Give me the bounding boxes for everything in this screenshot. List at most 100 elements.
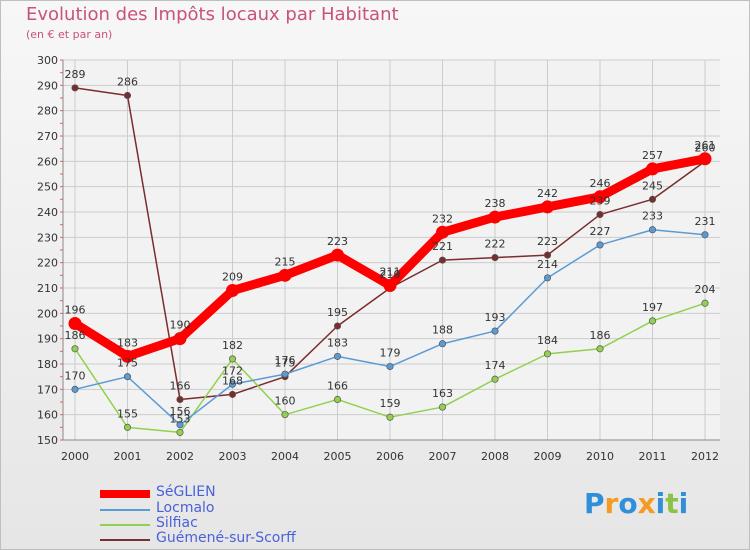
data-point-silfiac <box>281 411 289 419</box>
data-point-guemene <box>123 91 132 100</box>
data-label-silfiac: 163 <box>432 387 453 400</box>
x-tick-label: 2000 <box>61 450 89 463</box>
data-point-locmalo <box>438 340 447 348</box>
data-label-guemene: 239 <box>590 195 611 208</box>
data-label-guemene: 221 <box>432 240 453 253</box>
data-label-locmalo: 176 <box>275 354 296 367</box>
data-label-locmalo: 214 <box>537 258 558 271</box>
logo-letter: x <box>637 487 656 520</box>
proxiti-logo: Proxiti <box>584 487 688 520</box>
data-point-guemene <box>543 251 552 259</box>
data-point-silfiac <box>438 403 447 411</box>
data-label-seglien: 238 <box>485 197 506 210</box>
data-point-silfiac <box>386 413 394 421</box>
y-tick-label: 190 <box>37 333 58 346</box>
data-label-seglien: 183 <box>117 336 138 349</box>
data-label-silfiac: 204 <box>695 283 716 296</box>
data-label-guemene: 166 <box>170 379 191 392</box>
data-point-silfiac <box>648 317 657 325</box>
data-point-seglien <box>121 349 134 363</box>
y-tick-label: 200 <box>37 307 58 320</box>
data-label-locmalo: 172 <box>222 364 243 377</box>
data-label-guemene: 286 <box>117 75 138 88</box>
data-label-silfiac: 186 <box>590 329 611 342</box>
data-label-seglien: 246 <box>590 177 611 190</box>
legend-swatch-guemene <box>100 539 150 541</box>
data-point-locmalo <box>71 385 79 393</box>
data-point-seglien <box>488 210 502 224</box>
data-label-seglien: 190 <box>170 319 191 332</box>
data-label-silfiac: 186 <box>65 329 86 342</box>
data-label-silfiac: 153 <box>170 412 191 425</box>
data-point-locmalo <box>123 373 132 381</box>
data-label-seglien: 209 <box>222 271 243 284</box>
data-point-guemene <box>438 256 447 264</box>
data-point-seglien <box>226 284 239 298</box>
data-point-guemene <box>648 195 657 203</box>
legend-swatch-locmalo <box>100 509 150 511</box>
data-label-silfiac: 155 <box>117 407 138 420</box>
data-point-locmalo <box>701 231 709 239</box>
data-point-seglien <box>593 190 607 204</box>
data-point-locmalo <box>543 274 552 282</box>
data-label-seglien: 223 <box>327 235 348 248</box>
data-label-seglien: 257 <box>642 149 663 162</box>
data-label-guemene: 175 <box>275 357 296 370</box>
data-point-locmalo <box>333 352 342 360</box>
data-label-seglien: 242 <box>537 187 558 200</box>
data-label-silfiac: 160 <box>275 395 296 408</box>
data-label-silfiac: 182 <box>222 339 243 352</box>
y-tick-label: 210 <box>37 282 58 295</box>
x-tick-label: 2010 <box>586 450 614 463</box>
data-point-guemene <box>491 254 499 262</box>
x-tick-label: 2003 <box>219 450 247 463</box>
y-tick-label: 220 <box>37 257 58 270</box>
data-label-guemene: 210 <box>380 268 401 281</box>
y-tick-label: 270 <box>37 130 58 143</box>
x-tick-label: 2006 <box>376 450 404 463</box>
data-point-silfiac <box>176 428 184 436</box>
y-tick-label: 260 <box>37 155 58 168</box>
data-label-seglien: 211 <box>380 265 401 278</box>
y-tick-label: 180 <box>37 358 58 371</box>
data-label-silfiac: 159 <box>380 397 401 410</box>
y-tick-label: 300 <box>37 54 58 67</box>
x-tick-label: 2012 <box>691 450 719 463</box>
data-label-locmalo: 170 <box>65 369 86 382</box>
plot-area <box>63 60 720 440</box>
data-point-silfiac <box>71 345 79 353</box>
x-tick-label: 2011 <box>639 450 667 463</box>
legend-label-seglien: SéGLIEN <box>156 484 216 500</box>
data-point-locmalo <box>228 380 237 388</box>
data-label-seglien: 196 <box>65 303 86 316</box>
data-point-locmalo <box>386 362 394 371</box>
data-label-guemene: 223 <box>537 235 558 248</box>
legend-label-locmalo: Locmalo <box>156 500 215 516</box>
x-tick-label: 2007 <box>429 450 457 463</box>
x-tick-label: 2002 <box>166 450 194 463</box>
legend-label-guemene: Guémené-sur-Scorff <box>156 530 296 546</box>
logo-letter: i <box>678 487 689 520</box>
data-point-guemene <box>228 390 237 398</box>
data-point-seglien <box>698 152 712 166</box>
y-tick-label: 160 <box>37 409 58 422</box>
legend-item-guemene: Guémené-sur-Scorff <box>100 530 400 547</box>
chart-subtitle: (en € et par an) <box>26 28 113 41</box>
logo-letter: P <box>584 487 605 520</box>
data-label-guemene: 260 <box>695 141 716 154</box>
data-point-seglien <box>383 278 397 292</box>
chart-title: Evolution des Impôts locaux par Habitant <box>26 4 399 25</box>
y-tick-label: 240 <box>37 206 58 219</box>
data-point-seglien <box>541 200 554 214</box>
data-label-locmalo: 193 <box>485 311 506 324</box>
data-point-seglien <box>173 332 187 346</box>
x-tick-label: 2004 <box>271 450 299 463</box>
data-label-locmalo: 188 <box>432 324 453 337</box>
data-point-locmalo <box>176 421 184 429</box>
data-point-guemene <box>71 84 79 92</box>
data-point-silfiac <box>701 299 709 307</box>
y-tick-label: 230 <box>37 231 58 244</box>
data-point-guemene <box>596 210 604 219</box>
data-label-silfiac: 197 <box>642 301 663 314</box>
data-label-locmalo: 179 <box>380 347 401 360</box>
